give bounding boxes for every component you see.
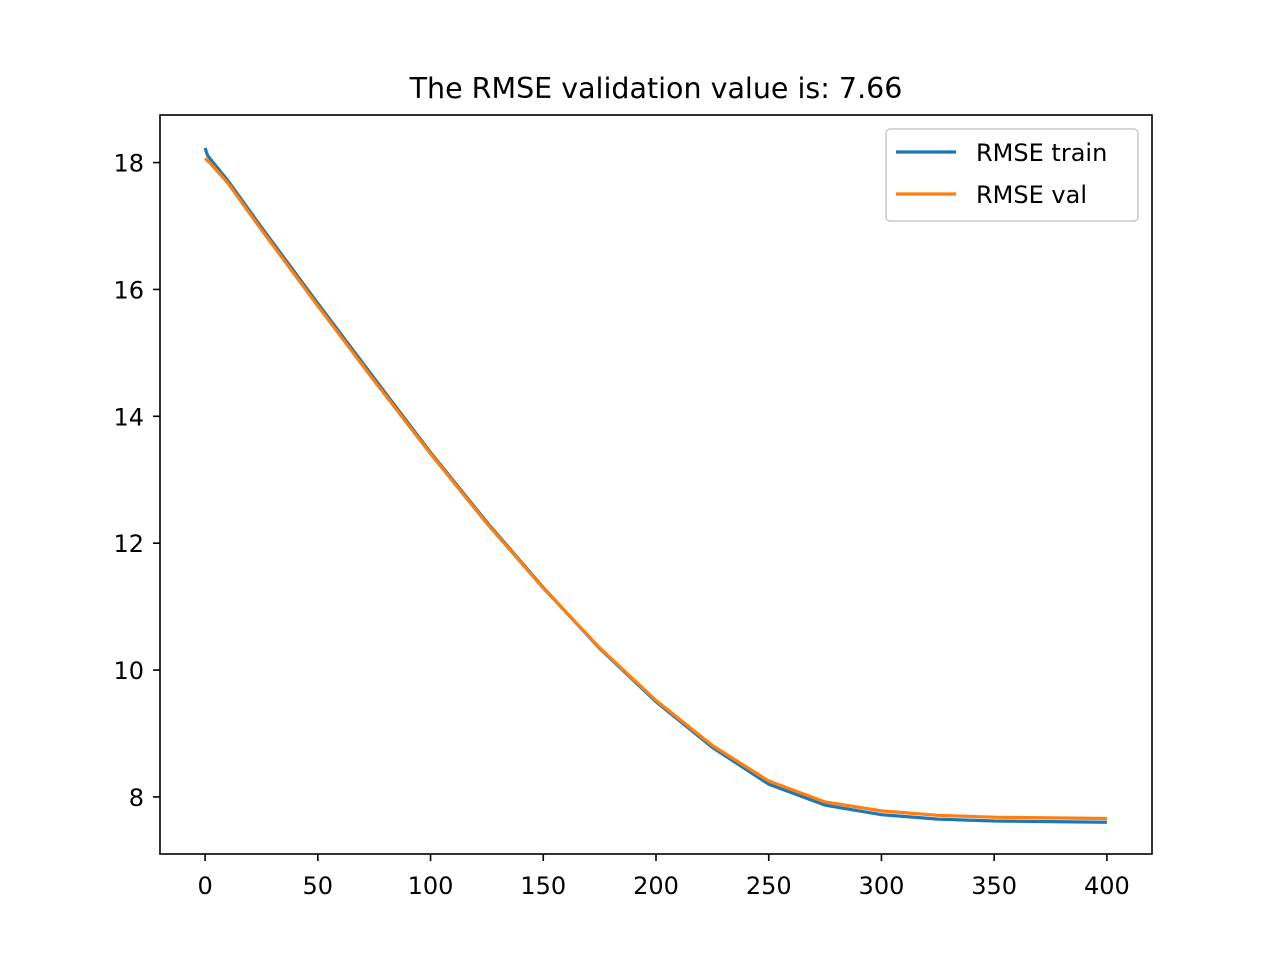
x-tick-label: 200	[633, 872, 679, 900]
legend-label-rmse-train: RMSE train	[976, 139, 1107, 167]
legend: RMSE train RMSE val	[885, 128, 1139, 222]
axes: 0 50 100 150 200 250 300 350 400 8 10 12 14 16 18	[113, 114, 1153, 900]
x-tick-label: 150	[520, 872, 566, 900]
x-tick-label: 300	[859, 872, 905, 900]
x-tick-label: 100	[408, 872, 454, 900]
x-tick-label: 400	[1084, 872, 1130, 900]
plot-area	[203, 147, 1107, 824]
y-tick-label: 10	[113, 657, 144, 685]
chart-title: The RMSE validation value is: 7.66	[409, 72, 903, 105]
legend-label-rmse-val: RMSE val	[976, 181, 1087, 209]
series-line-rmse-val	[203, 157, 1107, 821]
y-tick-label: 14	[113, 403, 144, 431]
x-tick-label: 350	[971, 872, 1017, 900]
y-tick-label: 16	[113, 276, 144, 304]
y-tick-label: 8	[129, 784, 144, 812]
x-tick-label: 50	[303, 872, 334, 900]
y-tick-label: 12	[113, 530, 144, 558]
x-tick-label: 250	[746, 872, 792, 900]
y-tick-label: 18	[113, 150, 144, 178]
x-tick-label: 0	[197, 872, 212, 900]
